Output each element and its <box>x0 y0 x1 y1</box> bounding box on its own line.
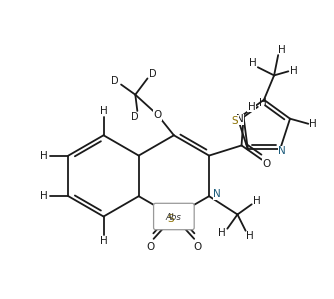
Text: H: H <box>278 45 286 55</box>
Text: H: H <box>290 66 297 76</box>
Text: Abs: Abs <box>166 213 182 222</box>
Text: N: N <box>213 189 221 199</box>
Text: O: O <box>146 242 155 252</box>
Text: H: H <box>100 106 108 116</box>
Text: N: N <box>278 147 286 156</box>
Text: H: H <box>310 119 317 129</box>
Text: H: H <box>253 196 261 206</box>
Text: H: H <box>248 102 256 112</box>
Text: H: H <box>100 236 108 246</box>
Text: H: H <box>259 98 267 108</box>
Text: O: O <box>193 242 201 252</box>
Text: O: O <box>154 110 162 120</box>
Text: H: H <box>249 58 257 68</box>
FancyBboxPatch shape <box>154 203 194 230</box>
Text: D: D <box>111 77 119 86</box>
Text: H: H <box>246 231 254 241</box>
Text: O: O <box>263 159 271 169</box>
Text: D: D <box>149 69 156 79</box>
Text: N: N <box>235 114 243 124</box>
Text: S: S <box>168 213 174 224</box>
Text: H: H <box>218 228 226 238</box>
Text: D: D <box>132 112 139 122</box>
Text: H: H <box>40 191 48 201</box>
Text: H: H <box>40 151 48 161</box>
Text: S: S <box>231 116 238 126</box>
